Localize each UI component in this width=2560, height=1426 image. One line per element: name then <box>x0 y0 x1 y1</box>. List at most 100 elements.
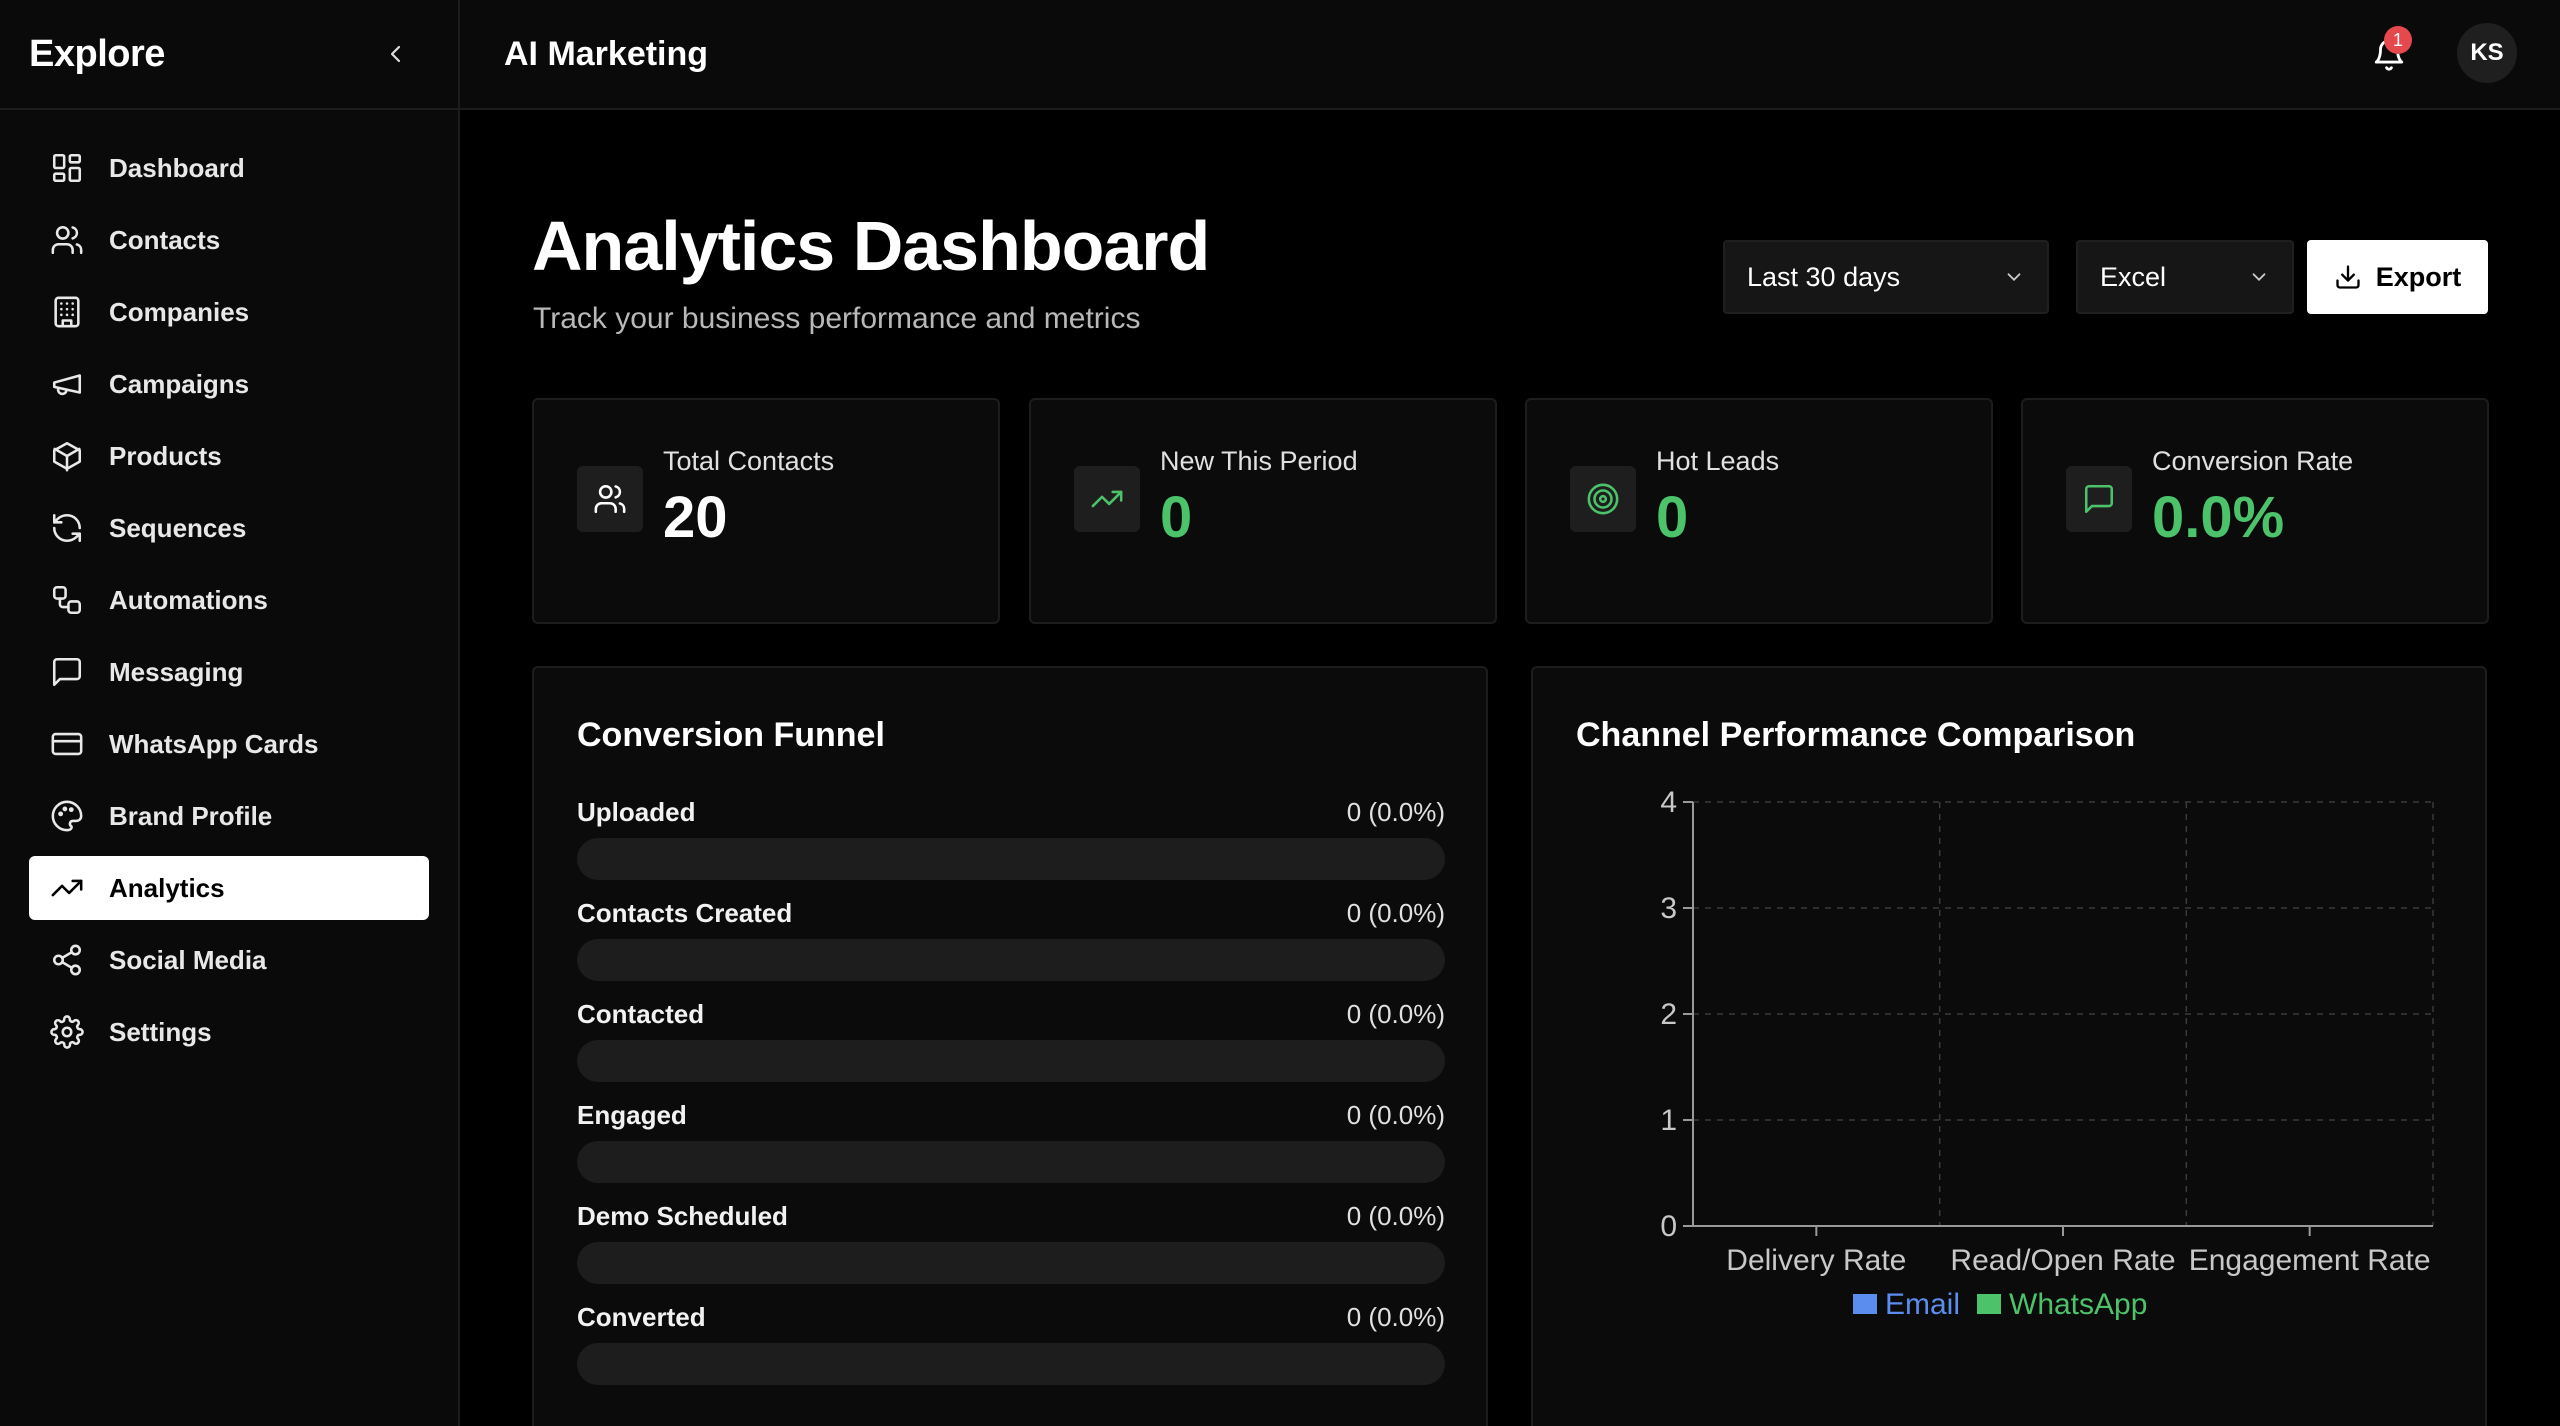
date-range-value: Last 30 days <box>1747 261 1901 292</box>
sidebar-item-label: Companies <box>109 296 250 327</box>
sidebar-item-settings[interactable]: Settings <box>29 1000 429 1064</box>
stat-value: 0 <box>1160 485 1193 550</box>
sidebar-item-icon <box>49 870 85 906</box>
users-icon <box>594 484 626 514</box>
funnel-stage: Contacts Created 0 (0.0%) <box>577 893 1445 994</box>
sidebar-item-icon <box>49 942 85 978</box>
sidebar: Explore Dashboard Contacts Companies Campai… <box>0 0 460 1426</box>
topbar: AI Marketing 1 KS <box>460 0 2560 110</box>
funnel-title: Conversion Funnel <box>577 716 885 754</box>
sidebar-item-brand-profile[interactable]: Brand Profile <box>29 784 429 848</box>
sidebar-item-label: Contacts <box>109 224 221 255</box>
avatar[interactable]: KS <box>2457 23 2517 83</box>
sidebar-item-label: Products <box>109 440 222 471</box>
chevron-down-icon <box>2252 273 2266 282</box>
sidebar-item-label: Dashboard <box>109 152 245 183</box>
sidebar-item-icon <box>49 726 85 762</box>
sidebar-item-label: Analytics <box>109 872 225 903</box>
sidebar-item-messaging[interactable]: Messaging <box>29 640 429 704</box>
sidebar-item-icon <box>49 1014 85 1050</box>
funnel-progress-track <box>577 939 1445 981</box>
sidebar-item-icon <box>49 654 85 690</box>
dashboard-icon <box>52 153 82 183</box>
sidebar-item-icon <box>49 438 85 474</box>
funnel-stage-label: Engaged <box>577 1099 687 1130</box>
export-button[interactable]: Export <box>2307 240 2488 314</box>
sidebar-item-contacts[interactable]: Contacts <box>29 208 429 272</box>
sidebar-item-automations[interactable]: Automations <box>29 568 429 632</box>
sidebar-item-products[interactable]: Products <box>29 424 429 488</box>
sidebar-item-label: Settings <box>109 1016 212 1047</box>
package-icon <box>52 441 82 472</box>
stat-value: 20 <box>663 485 728 550</box>
sidebar-item-label: Social Media <box>109 944 267 975</box>
funnel-progress-track <box>577 1141 1445 1183</box>
funnel-stage: Converted 0 (0.0%) <box>577 1297 1445 1398</box>
stat-label: Hot Leads <box>1656 446 1780 476</box>
chart-title: Channel Performance Comparison <box>1576 716 2136 754</box>
stat-icon <box>1074 466 1140 532</box>
sidebar-item-icon <box>49 366 85 402</box>
conversion-funnel-panel: Conversion Funnel Uploaded 0 (0.0%) Contac… <box>532 666 1488 1426</box>
sidebar-item-companies[interactable]: Companies <box>29 280 429 344</box>
stat-value: 0 <box>1656 485 1689 550</box>
sidebar-header: Explore <box>0 0 458 110</box>
users-icon <box>51 225 83 255</box>
refresh-icon <box>52 513 82 543</box>
funnel-stage: Demo Scheduled 0 (0.0%) <box>577 1196 1445 1297</box>
sidebar-item-icon <box>49 150 85 186</box>
sidebar-item-label: Campaigns <box>109 368 250 399</box>
sidebar-item-analytics[interactable]: Analytics <box>29 856 429 920</box>
funnel-stage: Uploaded 0 (0.0%) <box>577 792 1445 893</box>
sidebar-item-social-media[interactable]: Social Media <box>29 928 429 992</box>
export-format-select[interactable]: Excel <box>2076 240 2294 314</box>
message-icon <box>52 657 82 687</box>
sidebar-item-dashboard[interactable]: Dashboard <box>29 136 429 200</box>
sidebar-item-whatsapp-cards[interactable]: WhatsApp Cards <box>29 712 429 776</box>
sidebar-item-icon <box>49 294 85 330</box>
funnel-stage-count: 0 (0.0%) <box>1346 1200 1445 1231</box>
sidebar-item-campaigns[interactable]: Campaigns <box>29 352 429 416</box>
stat-label: Total Contacts <box>663 446 835 476</box>
stat-card-hot-leads: Hot Leads 0 <box>1525 398 1993 624</box>
target-icon <box>1587 483 1619 515</box>
trending-up-icon <box>51 879 83 897</box>
funnel-stage-count: 0 (0.0%) <box>1346 1301 1445 1332</box>
x-tick-label: Read/Open Rate <box>1950 1244 2175 1277</box>
card-icon <box>51 732 83 756</box>
channel-performance-panel: Channel Performance Comparison 0 1 2 3 4 Deli… <box>1531 666 2487 1426</box>
funnel-stage-count: 0 (0.0%) <box>1346 1099 1445 1130</box>
legend-label-whatsapp: WhatsApp <box>2009 1288 2147 1321</box>
download-icon <box>2336 265 2360 289</box>
y-tick-label: 0 <box>1660 1210 1677 1243</box>
funnel-stage-label: Demo Scheduled <box>577 1200 788 1231</box>
funnel-stage-label: Uploaded <box>577 796 696 827</box>
date-range-select[interactable]: Last 30 days <box>1723 240 2049 314</box>
stat-value: 0.0% <box>2152 485 2285 550</box>
sidebar-item-icon <box>49 222 85 258</box>
building-icon <box>54 296 80 328</box>
chevron-left-icon <box>390 45 401 63</box>
legend-swatch-whatsapp <box>1977 1294 2001 1314</box>
notification-count-badge: 1 <box>2384 26 2412 54</box>
y-tick-label: 3 <box>1660 892 1677 925</box>
app-title: AI Marketing <box>504 34 709 73</box>
megaphone-icon <box>52 374 82 396</box>
collapse-sidebar-button[interactable] <box>378 36 414 72</box>
trending-up-icon <box>1091 490 1123 508</box>
page-title: Analytics Dashboard <box>532 207 1210 285</box>
legend-swatch-email <box>1853 1294 1877 1314</box>
message-icon <box>2084 484 2114 514</box>
sidebar-item-sequences[interactable]: Sequences <box>29 496 429 560</box>
page-subtitle: Track your business performance and metr… <box>533 302 1141 335</box>
x-tick-label: Engagement Rate <box>2189 1244 2431 1277</box>
sidebar-item-label: Brand Profile <box>109 800 273 831</box>
funnel-progress-track <box>577 838 1445 880</box>
notifications-button[interactable]: 1 <box>2364 26 2414 80</box>
funnel-progress-track <box>577 1040 1445 1082</box>
funnel-stage-label: Contacts Created <box>577 897 793 928</box>
sidebar-item-icon <box>49 510 85 546</box>
stat-card-conversion-rate: Conversion Rate 0.0% <box>2021 398 2489 624</box>
sidebar-item-label: Messaging <box>109 656 244 687</box>
